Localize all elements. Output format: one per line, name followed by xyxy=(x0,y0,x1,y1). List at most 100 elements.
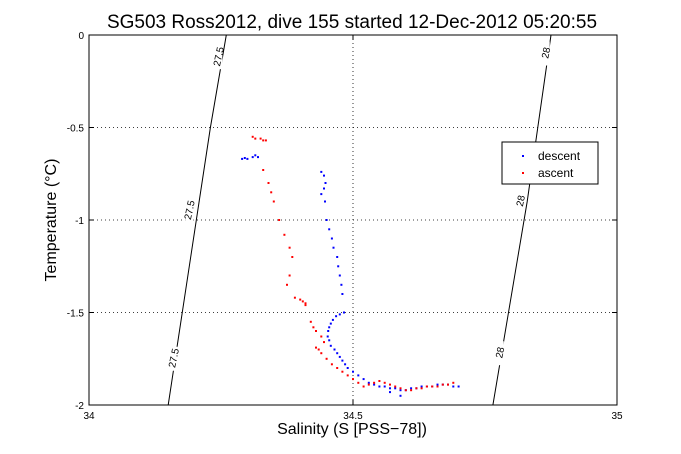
descent-point xyxy=(251,156,254,159)
contour-label: 27.5 xyxy=(167,347,182,369)
descent-point xyxy=(389,387,391,390)
y-axis-label: Temperature (°C) xyxy=(43,159,60,282)
ascent-point xyxy=(312,326,315,329)
ascent-point xyxy=(317,348,320,351)
x-tick-label: 35 xyxy=(611,411,623,422)
descent-point xyxy=(344,363,347,366)
descent-point xyxy=(328,339,331,342)
contour-label-bg xyxy=(495,341,504,366)
ascent-point xyxy=(278,219,281,221)
ascent-point xyxy=(367,383,370,386)
ascent-point xyxy=(410,389,413,392)
data-points xyxy=(241,135,460,397)
ascent-point xyxy=(264,139,267,142)
ascent-point xyxy=(404,389,407,392)
descent-point xyxy=(341,359,344,362)
ascent-point xyxy=(346,374,349,377)
descent-point xyxy=(367,381,370,384)
descent-point xyxy=(457,385,460,388)
contour-label-bg xyxy=(169,346,178,371)
ascent-point xyxy=(315,346,317,349)
ascent-point xyxy=(362,385,365,388)
grid xyxy=(89,35,617,405)
descent-point xyxy=(338,274,341,277)
ascent-point xyxy=(436,385,439,388)
descent-point xyxy=(352,370,354,373)
ascent-point xyxy=(330,363,333,366)
axis-ticks: 34 34.5 35 0 -0.5 -1 -1.5 -2 xyxy=(67,31,623,422)
ascent-point xyxy=(293,296,296,299)
x-tick-label: 34 xyxy=(83,411,95,422)
descent-point xyxy=(330,237,333,240)
ascent-point xyxy=(251,135,254,138)
descent-point xyxy=(389,391,391,394)
contour-label-bg xyxy=(214,45,223,70)
ascent-point xyxy=(415,387,418,390)
descent-point xyxy=(337,265,340,268)
descent-point xyxy=(332,246,335,249)
descent-point xyxy=(325,219,328,221)
ascent-point xyxy=(336,367,339,369)
descent-point xyxy=(436,383,439,386)
ascent-point xyxy=(299,298,302,301)
descent-point xyxy=(336,352,339,355)
ascent-point xyxy=(291,256,294,258)
descent-point xyxy=(410,387,413,390)
descent-point xyxy=(323,187,325,190)
descent-point xyxy=(383,385,386,388)
descent-point xyxy=(399,394,402,397)
y-tick-label: 0 xyxy=(78,31,84,42)
ascent-point xyxy=(357,381,360,384)
y-tick-label: -2 xyxy=(75,401,84,412)
ascent-point xyxy=(352,378,354,381)
contour-label-bg xyxy=(541,41,550,66)
descent-point xyxy=(338,313,341,316)
ascent-point xyxy=(286,283,288,286)
ascent-point xyxy=(441,383,444,386)
descent-point xyxy=(324,182,327,184)
ascent-point xyxy=(254,137,257,140)
density-contour xyxy=(492,34,552,406)
ascent-point xyxy=(378,380,381,382)
descent-point xyxy=(362,378,365,381)
ascent-point xyxy=(431,385,434,388)
descent-point xyxy=(341,293,344,295)
ascent-point xyxy=(399,387,402,390)
legend-label-ascent: ascent xyxy=(538,166,574,180)
descent-point xyxy=(328,228,331,231)
descent-point xyxy=(324,200,326,203)
descent-point xyxy=(373,383,376,386)
y-tick-label: -1 xyxy=(75,216,84,227)
contour-label: 28 xyxy=(540,46,553,60)
descent-point xyxy=(335,315,338,318)
x-tick-label: 34.5 xyxy=(343,411,363,422)
ascent-point xyxy=(267,182,270,184)
ascent-point xyxy=(272,200,275,203)
descent-point xyxy=(320,193,323,196)
contour-label: 28 xyxy=(494,346,507,360)
descent-point xyxy=(336,256,339,258)
descent-point xyxy=(320,170,323,173)
descent-point xyxy=(243,157,246,159)
ascent-point xyxy=(315,330,317,332)
descent-point xyxy=(394,387,397,390)
contour-label: 27.5 xyxy=(212,46,227,68)
descent-point xyxy=(257,156,259,159)
ascent-point xyxy=(262,169,265,171)
ascent-point xyxy=(309,320,312,323)
ascent-point xyxy=(383,381,386,384)
y-tick-label: -1.5 xyxy=(67,309,85,320)
descent-point xyxy=(357,374,360,377)
ascent-point xyxy=(304,304,307,307)
ascent-point xyxy=(389,383,391,386)
descent-point xyxy=(328,326,331,329)
legend-label-descent: descent xyxy=(538,149,581,163)
ascent-point xyxy=(373,381,376,384)
descent-point xyxy=(346,367,349,369)
descent-point xyxy=(254,154,257,157)
descent-point xyxy=(331,318,334,321)
ascent-point xyxy=(270,191,273,194)
ascent-point xyxy=(320,352,323,355)
descent-point xyxy=(329,322,332,325)
ascent-point xyxy=(283,233,286,236)
